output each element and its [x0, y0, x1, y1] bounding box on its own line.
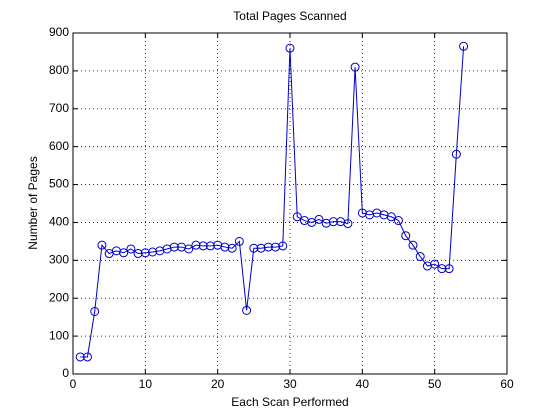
x-tick-label: 30 [283, 377, 297, 391]
data-point [285, 43, 295, 53]
data-point [278, 241, 288, 251]
data-point [444, 264, 454, 274]
data-point [430, 259, 440, 269]
data-point [198, 241, 208, 251]
data-point [321, 218, 331, 228]
y-tick-label: 800 [49, 63, 69, 77]
data-point [82, 352, 92, 362]
data-point [350, 62, 360, 72]
data-point [75, 352, 85, 362]
y-tick-label: 300 [49, 253, 69, 267]
data-point [191, 240, 201, 250]
data-point [169, 242, 179, 252]
data-point [328, 217, 338, 227]
data-point [249, 243, 259, 253]
data-point [140, 248, 150, 258]
data-point [386, 212, 396, 222]
data-point [97, 240, 107, 250]
y-tick-label: 100 [49, 328, 69, 342]
data-point [133, 249, 143, 259]
x-tick-label: 60 [500, 377, 514, 391]
x-tick-label: 20 [211, 377, 225, 391]
data-point [220, 242, 230, 252]
data-point [148, 247, 158, 257]
axes-box [73, 33, 507, 374]
axes-frame [72, 32, 508, 375]
data-point [415, 252, 425, 262]
data-point [437, 264, 447, 274]
data-point [234, 236, 244, 246]
y-axis-label: Number of Pages [26, 156, 40, 249]
data-point [451, 149, 461, 159]
data-point [394, 216, 403, 226]
data-point [271, 242, 281, 252]
data-point [256, 243, 266, 253]
data-point [227, 243, 237, 253]
data-point [242, 305, 252, 315]
y-tick-label: 600 [49, 139, 69, 153]
plot-area: 0 10 20 30 40 50 60010020030040050060070080090… [49, 25, 514, 391]
data-point [292, 212, 302, 222]
data-point [343, 219, 353, 229]
x-tick-label: 50 [428, 377, 442, 391]
y-tick-label: 500 [49, 177, 69, 191]
data-point [119, 248, 129, 258]
data-point [459, 41, 469, 51]
data-point [408, 240, 418, 250]
data-point [401, 231, 411, 241]
y-tick-label: 0 [62, 366, 69, 380]
x-tick-label: 40 [356, 377, 370, 391]
x-axis-label: Each Scan Performed [231, 395, 348, 409]
y-tick-label: 200 [49, 290, 69, 304]
y-tick-label: 700 [49, 101, 69, 115]
data-point [90, 306, 100, 316]
data-point [184, 244, 194, 254]
data-point [314, 214, 324, 224]
y-tick-label: 900 [49, 25, 69, 39]
y-tick-label: 400 [49, 215, 69, 229]
data-point [205, 241, 215, 251]
data-point [126, 244, 136, 254]
chart-title: Total Pages Scanned [233, 9, 346, 23]
x-tick-label: 10 [139, 377, 153, 391]
x-tick-label: 0 [70, 377, 77, 391]
data-point [263, 242, 273, 252]
